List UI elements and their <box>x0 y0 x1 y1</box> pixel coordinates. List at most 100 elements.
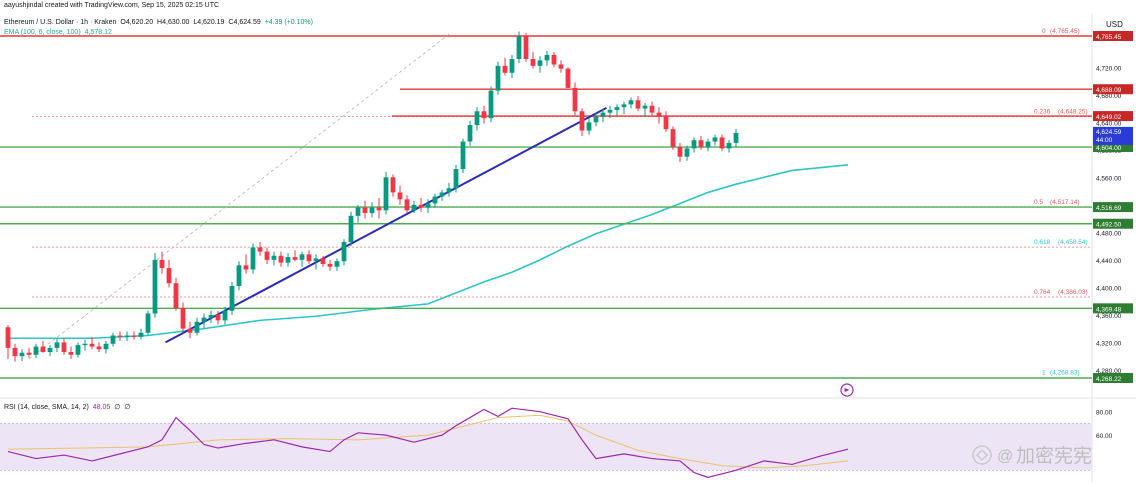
candle-body <box>509 59 515 73</box>
price-axis-tick: 4,480.00 <box>1096 230 1122 237</box>
candle-body <box>117 335 123 337</box>
candle-body <box>306 254 312 262</box>
candle-body <box>68 352 74 355</box>
candle-body <box>649 105 655 113</box>
candle-body <box>334 261 340 267</box>
rsi-label: RSI (14, close, SMA, 14, 2) <box>4 404 89 411</box>
candle-body <box>404 199 410 211</box>
candle-body <box>600 112 606 117</box>
support-price-tag <box>1093 303 1133 314</box>
candle-body <box>425 203 431 208</box>
support-price-tag <box>1093 142 1133 153</box>
candle-body <box>222 310 228 321</box>
support-price-tag <box>1093 218 1133 229</box>
candle-body <box>691 140 697 149</box>
candle-body <box>523 36 529 60</box>
rsi-band <box>0 423 1092 471</box>
candle-body <box>530 59 536 66</box>
candle-body <box>285 257 291 263</box>
candle-body <box>327 263 333 267</box>
symbol-name: Ethereum / U.S. Dollar · 1h · Kraken <box>4 19 117 26</box>
replay-icon[interactable] <box>840 383 854 397</box>
resistance-price-tag <box>1093 111 1133 122</box>
fib-ratio-label: 0.236 <box>1034 109 1051 116</box>
candle-body <box>656 112 662 116</box>
ema-legend[interactable]: EMA (100, 6, close, 100) 4,578.12 <box>4 29 114 36</box>
price-axis-tick: 4,400.00 <box>1096 285 1122 292</box>
support-price-tag <box>1093 202 1133 213</box>
support-price-tag-text: 4,369.48 <box>1096 306 1122 313</box>
candle-body <box>411 204 417 211</box>
candle-body <box>453 169 459 189</box>
candle-body <box>726 142 732 149</box>
support-price-tag-text: 4,516.69 <box>1096 205 1122 212</box>
candle-body <box>131 335 137 337</box>
candle-body <box>362 207 368 214</box>
price-axis-tick: 4,360.00 <box>1096 313 1122 320</box>
fib-price-label: (4,386.03) <box>1058 289 1088 296</box>
candle-body <box>236 265 242 286</box>
candle-body <box>376 207 382 211</box>
rsi-axis-tick: 80.00 <box>1096 410 1113 417</box>
fib-price-label: (4,458.54) <box>1058 239 1088 246</box>
candle-body <box>341 241 347 262</box>
candle-body <box>292 257 298 260</box>
candle-body <box>481 111 487 119</box>
resistance-price-tag <box>1093 84 1133 95</box>
fib-price-label: (4,268.83) <box>1050 370 1080 377</box>
candle-body <box>397 192 403 200</box>
candle-body <box>159 259 165 269</box>
measure-line <box>28 33 450 360</box>
support-price-tag <box>1093 373 1133 383</box>
candle-body <box>264 251 270 260</box>
rsi-legend[interactable]: RSI (14, close, SMA, 14, 2) 48.05 ∅ ∅ <box>4 403 132 411</box>
watermark: @ 加密宪宪 <box>972 445 1092 467</box>
ohlc-close: C4,624.59 <box>228 19 261 26</box>
candle-body <box>586 122 592 131</box>
ohlc-low: L4,620.19 <box>193 19 225 26</box>
candle-body <box>565 68 571 88</box>
watermark-text: 加密宪宪 <box>1016 445 1092 467</box>
candle-body <box>418 204 424 208</box>
candle-body <box>12 347 18 357</box>
candle-body <box>635 100 641 109</box>
last-price-tag <box>1093 126 1133 145</box>
candle-body <box>61 342 67 353</box>
candle-body <box>320 258 326 264</box>
rsi-layer: 80.00 60.00 <box>0 407 1113 478</box>
fib-labels: 0 (4,765.45) 0.236 (4,648.25) 0.5 (4,517.14) 0… <box>1034 28 1088 377</box>
candle-body <box>250 247 256 270</box>
candle-body <box>621 104 627 108</box>
candle-body <box>544 54 550 61</box>
rsi-line <box>7 407 849 478</box>
candle-body <box>551 54 557 65</box>
candle-body <box>152 259 158 314</box>
chart-credit: aayushjindal created with TradingView.co… <box>4 2 220 9</box>
candle-body <box>26 352 32 355</box>
candle-body <box>579 111 585 131</box>
rsi-axis-tick: 60.00 <box>1096 433 1113 440</box>
candle-body <box>607 109 613 113</box>
candle-body <box>180 307 186 329</box>
candle-body <box>54 342 60 348</box>
resistance-price-tag-text: 4,765.45 <box>1096 34 1122 41</box>
candle-body <box>432 196 438 204</box>
ema-line <box>8 164 849 340</box>
fib-ratio-label: 0.764 <box>1034 289 1051 296</box>
candle-body <box>208 314 214 318</box>
candle-body <box>187 328 193 333</box>
candle-body <box>33 346 39 355</box>
support-price-tag-text: 4,604.00 <box>1096 145 1122 152</box>
symbol-legend[interactable]: Ethereum / U.S. Dollar · 1h · Kraken O4,… <box>4 19 315 26</box>
candle-body <box>145 313 151 333</box>
last-price-countdown: 44:00 <box>1096 137 1113 144</box>
price-axis-tick: 4,680.00 <box>1096 93 1122 100</box>
ema-label: EMA (100, 6, close, 100) <box>4 29 81 36</box>
price-axis-tick: 4,640.00 <box>1096 120 1122 127</box>
candle-body <box>166 268 172 284</box>
fib-price-label: (4,517.14) <box>1050 199 1080 206</box>
candle-body <box>194 321 200 333</box>
watermark-logo-icon <box>972 445 992 465</box>
candle-body <box>201 317 207 322</box>
